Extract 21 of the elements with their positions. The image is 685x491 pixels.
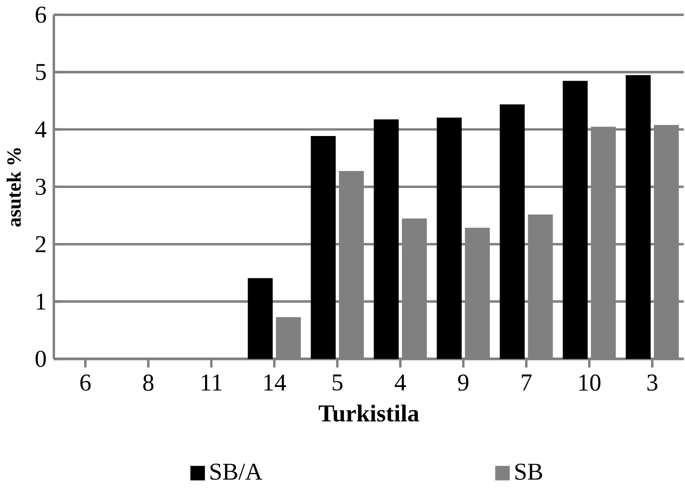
x-tick-label: 6 (80, 374, 91, 391)
x-tick-label: 10 (579, 374, 600, 391)
x-tick-label: 5 (332, 374, 342, 391)
x-tick-label: 3 (647, 374, 658, 391)
y-tick-label: 0 (36, 350, 46, 368)
y-tick-label: 3 (36, 178, 46, 196)
x-tick-label: 7 (522, 374, 532, 390)
y-tick-label: 4 (35, 122, 46, 138)
x-tick-label: 11 (202, 374, 222, 391)
x-tick-label: 14 (264, 374, 286, 391)
legend-label: SB/A (210, 464, 262, 480)
y-tick-label: 1 (36, 294, 46, 310)
y-tick-label: 6 (36, 6, 46, 24)
y-tick-label: 2 (36, 236, 46, 252)
x-tick-label: 9 (458, 374, 468, 391)
x-axis-title: Turkistila (318, 404, 419, 422)
y-axis-title: asutek % (6, 148, 21, 227)
x-tick-label: 8 (143, 374, 154, 391)
legend-label: SB (515, 464, 542, 480)
y-tick-label: 5 (36, 64, 46, 80)
x-tick-label: 4 (394, 374, 406, 391)
